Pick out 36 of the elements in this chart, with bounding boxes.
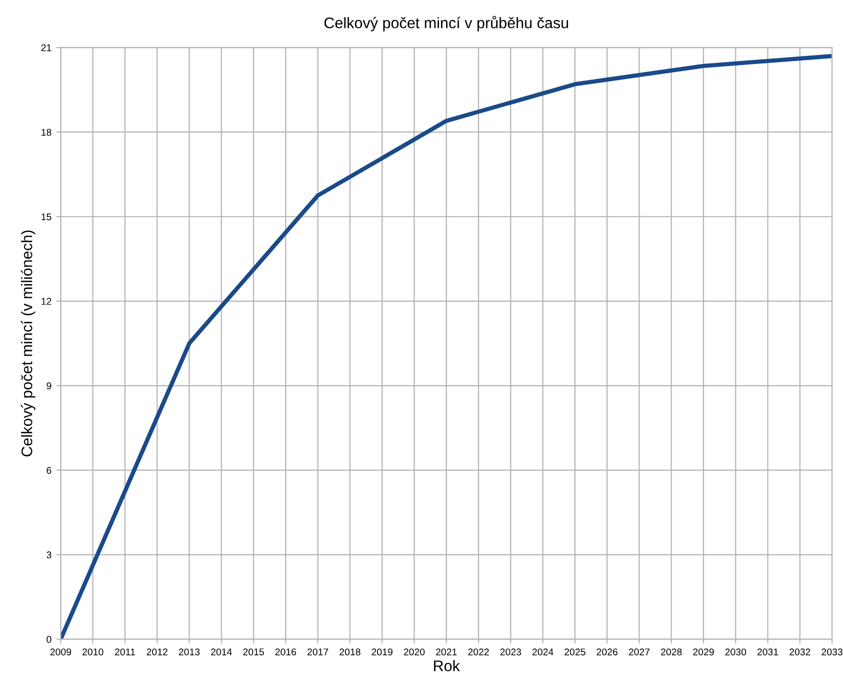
- x-tick-label: 2030: [725, 648, 746, 656]
- x-tick-label: 2028: [661, 648, 682, 656]
- y-tick-label: 9: [46, 382, 52, 390]
- x-tick-label: 2015: [243, 648, 264, 656]
- x-tick-label: 2024: [532, 648, 554, 656]
- y-tick-label: 15: [42, 213, 52, 220]
- x-tick-label: 2023: [500, 648, 522, 656]
- x-tick-label: 2016: [275, 648, 296, 656]
- x-tick-label: 2029: [693, 648, 714, 656]
- chart-title: Celkový počet mincí v průběhu času: [324, 16, 568, 32]
- y-tick-label: 0: [46, 636, 52, 643]
- x-tick-label: 2026: [596, 648, 618, 656]
- x-tick-label: 2020: [404, 648, 425, 656]
- y-tick-label: 3: [46, 551, 52, 558]
- y-axis-title: Celkový počet mincí (v miliónech): [20, 230, 36, 456]
- x-tick-label: 2025: [564, 648, 586, 656]
- x-tick-label: 2010: [82, 648, 104, 656]
- y-tick-label: 21: [41, 44, 52, 52]
- x-tick-label: 2011: [115, 648, 135, 656]
- y-tick-label: 6: [46, 466, 52, 474]
- x-tick-label: 2012: [146, 648, 168, 656]
- x-tick-label: 2017: [307, 648, 328, 656]
- x-tick-label: 2031: [757, 648, 778, 656]
- x-tick-label: 2019: [372, 648, 392, 656]
- y-tick-label: 18: [42, 128, 52, 136]
- x-tick-label: 2018: [340, 648, 360, 656]
- x-tick-label: 2033: [822, 648, 842, 656]
- x-tick-label: 2027: [628, 648, 650, 656]
- x-axis-title: Rok: [434, 660, 460, 672]
- x-tick-label: 2009: [50, 648, 72, 656]
- x-tick-label: 2032: [790, 648, 810, 656]
- x-tick-label: 2022: [468, 648, 489, 656]
- y-tick-label: 12: [42, 298, 52, 305]
- x-tick-label: 2013: [178, 648, 200, 656]
- x-tick-label: 2014: [211, 648, 232, 656]
- x-tick-label: 2021: [436, 648, 457, 656]
